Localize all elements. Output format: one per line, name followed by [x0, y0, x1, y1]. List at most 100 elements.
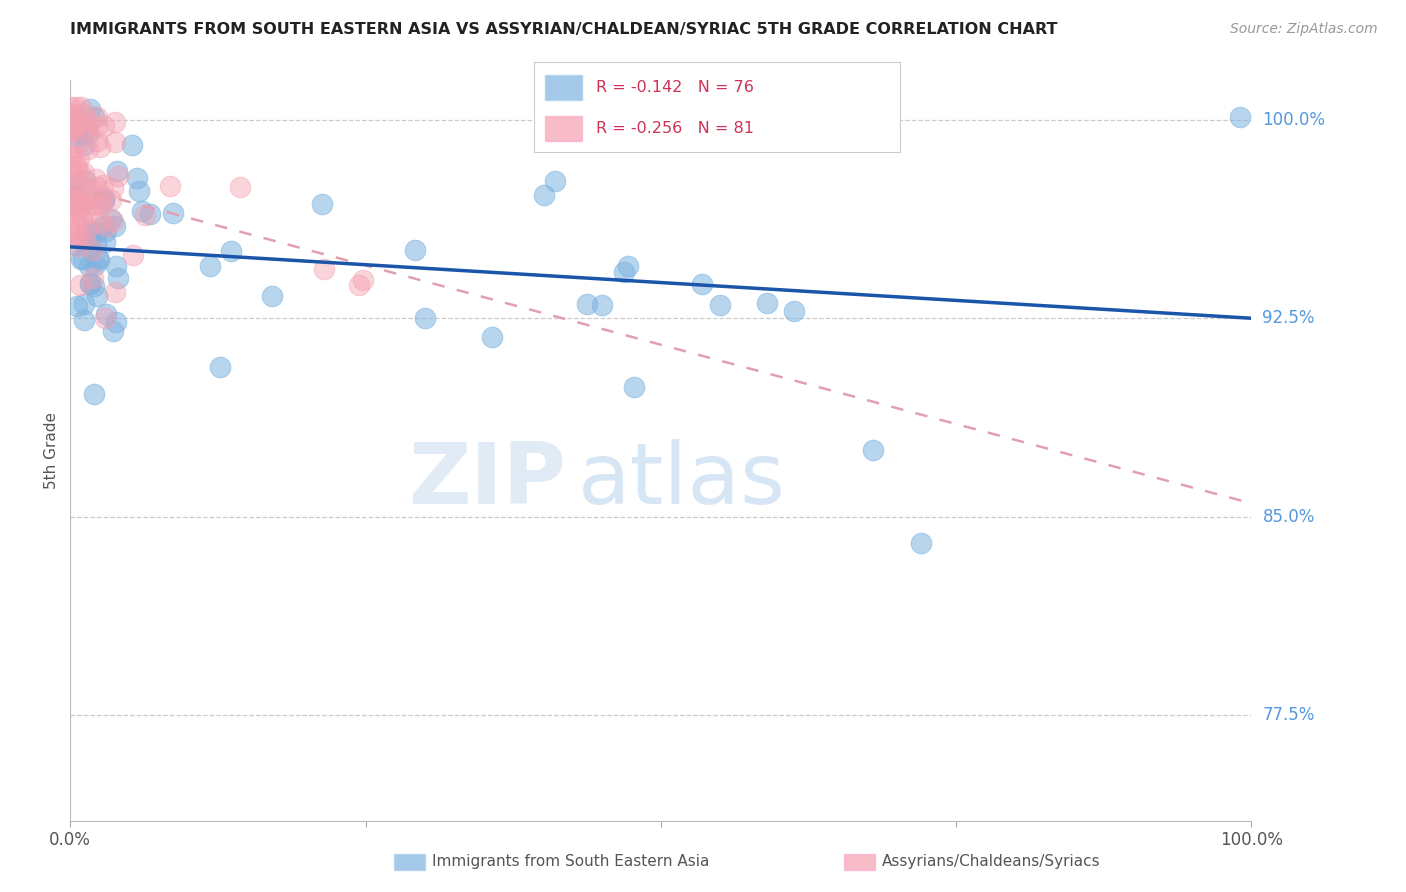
Point	[66, 204, 89, 219]
Point	[89, 215, 111, 229]
Point	[404, 243, 426, 257]
Point	[75, 226, 97, 240]
Text: 85.0%: 85.0%	[1263, 508, 1315, 525]
Point	[314, 261, 336, 276]
Point	[86, 180, 108, 194]
Point	[138, 207, 160, 221]
Point	[66, 119, 89, 133]
Point	[104, 285, 127, 299]
Point	[83, 110, 105, 124]
Point	[79, 229, 101, 244]
Point	[69, 278, 91, 293]
Point	[623, 380, 645, 394]
Point	[100, 211, 122, 226]
Point	[533, 188, 555, 202]
Text: 100.0%: 100.0%	[1263, 111, 1326, 129]
Point	[65, 106, 87, 120]
Point	[80, 183, 103, 197]
Point	[60, 147, 83, 161]
Point	[93, 119, 115, 133]
Point	[63, 216, 86, 230]
Point	[82, 271, 104, 285]
Point	[104, 260, 127, 274]
Point	[62, 196, 84, 211]
Point	[60, 149, 83, 163]
Point	[69, 252, 91, 266]
Point	[83, 387, 105, 401]
Point	[1229, 111, 1251, 125]
Point	[86, 289, 108, 303]
Point	[94, 311, 117, 326]
Point	[77, 142, 100, 156]
Point	[755, 296, 778, 310]
Point	[75, 173, 97, 187]
Point	[79, 205, 101, 219]
Text: Source: ZipAtlas.com: Source: ZipAtlas.com	[1230, 22, 1378, 37]
Point	[77, 121, 100, 136]
Point	[93, 191, 115, 205]
Point	[86, 120, 108, 134]
Point	[690, 277, 713, 292]
Point	[79, 102, 101, 116]
Point	[162, 206, 184, 220]
Point	[66, 183, 89, 197]
Point	[84, 172, 107, 186]
Point	[60, 120, 83, 134]
Point	[67, 227, 90, 242]
Text: R = -0.142   N = 76: R = -0.142 N = 76	[596, 80, 754, 95]
Point	[86, 134, 108, 148]
Point	[105, 164, 128, 178]
Point	[63, 202, 86, 217]
Point	[70, 100, 93, 114]
Point	[73, 230, 96, 244]
Point	[67, 200, 90, 214]
Y-axis label: 5th Grade: 5th Grade	[44, 412, 59, 489]
Point	[86, 225, 108, 239]
Point	[65, 190, 87, 204]
Point	[121, 137, 143, 152]
Point	[67, 151, 90, 165]
Point	[65, 100, 87, 114]
Point	[66, 159, 89, 173]
Text: R = -0.256   N = 81: R = -0.256 N = 81	[596, 121, 755, 136]
Point	[83, 278, 105, 293]
Point	[104, 114, 127, 128]
Point	[69, 193, 91, 207]
Point	[72, 211, 94, 226]
Point	[101, 324, 124, 338]
Text: 77.5%: 77.5%	[1263, 706, 1315, 724]
Point	[80, 226, 103, 240]
Point	[94, 306, 117, 320]
Point	[73, 106, 96, 120]
Point	[60, 114, 83, 128]
Point	[107, 169, 129, 183]
Point	[77, 196, 100, 211]
Point	[709, 298, 731, 312]
Point	[104, 315, 127, 329]
Point	[70, 211, 93, 226]
Point	[910, 536, 932, 550]
Text: 92.5%: 92.5%	[1263, 310, 1315, 327]
Point	[200, 259, 222, 273]
Point	[228, 180, 250, 194]
Point	[79, 277, 101, 292]
Point	[63, 111, 86, 125]
Point	[86, 197, 108, 211]
Point	[131, 204, 153, 219]
Point	[100, 193, 122, 207]
Point	[84, 258, 107, 272]
Point	[60, 224, 83, 238]
Text: Assyrians/Chaldeans/Syriacs: Assyrians/Chaldeans/Syriacs	[882, 855, 1099, 869]
Point	[73, 166, 96, 180]
Point	[60, 192, 83, 206]
Point	[104, 136, 127, 150]
Point	[94, 224, 117, 238]
Bar	[546, 75, 582, 100]
Point	[101, 181, 124, 195]
Point	[260, 289, 283, 303]
Point	[60, 100, 83, 114]
Point	[613, 265, 636, 279]
Point	[75, 234, 97, 248]
Point	[159, 179, 181, 194]
Point	[91, 219, 114, 234]
